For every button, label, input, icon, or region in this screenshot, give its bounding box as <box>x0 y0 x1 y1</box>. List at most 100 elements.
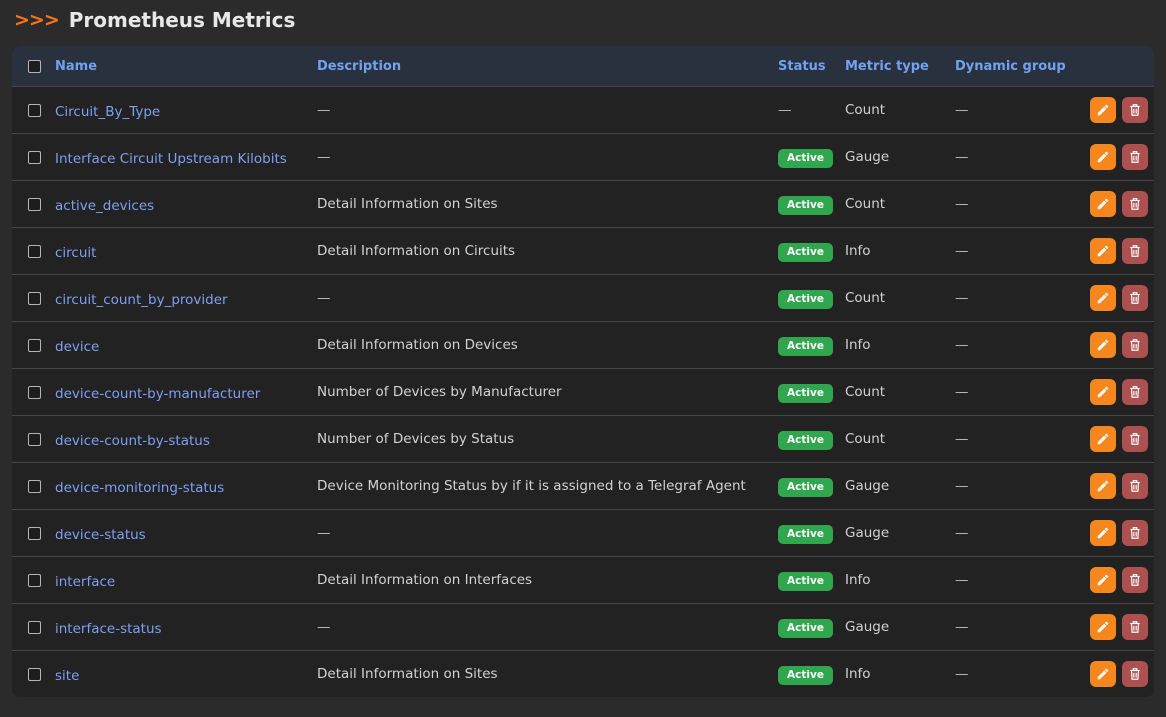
row-checkbox[interactable] <box>28 339 41 352</box>
trash-icon <box>1128 620 1142 634</box>
row-checkbox[interactable] <box>28 151 41 164</box>
edit-button[interactable] <box>1090 426 1116 452</box>
metric-name-link[interactable]: Interface Circuit Upstream Kilobits <box>55 151 287 167</box>
edit-button[interactable] <box>1090 614 1116 640</box>
status-badge: Active <box>778 572 833 591</box>
delete-button[interactable] <box>1122 379 1148 405</box>
row-checkbox[interactable] <box>28 292 41 305</box>
metric-name-link[interactable]: device-monitoring-status <box>55 480 224 496</box>
edit-button[interactable] <box>1090 332 1116 358</box>
trash-icon <box>1128 103 1142 117</box>
metric-description: Number of Devices by Status <box>317 431 778 447</box>
trash-icon <box>1128 526 1142 540</box>
table-row: device-status—ActiveGauge— <box>12 509 1154 556</box>
dynamic-group: — <box>955 619 1090 635</box>
metric-name-link[interactable]: device-count-by-manufacturer <box>55 386 260 402</box>
trash-icon <box>1128 244 1142 258</box>
metric-description: Detail Information on Devices <box>317 337 778 353</box>
metric-type: Info <box>845 243 955 259</box>
delete-button[interactable] <box>1122 285 1148 311</box>
row-checkbox[interactable] <box>28 104 41 117</box>
delete-button[interactable] <box>1122 567 1148 593</box>
delete-button[interactable] <box>1122 520 1148 546</box>
status-badge: Active <box>778 431 833 450</box>
delete-button[interactable] <box>1122 144 1148 170</box>
table-row: Interface Circuit Upstream Kilobits — Acti… <box>12 133 1154 180</box>
edit-button[interactable] <box>1090 285 1116 311</box>
metric-name-link[interactable]: interface <box>55 574 115 590</box>
dynamic-group: — <box>955 666 1090 682</box>
edit-button[interactable] <box>1090 191 1116 217</box>
metric-description: — <box>317 290 778 306</box>
metric-name-link[interactable]: site <box>55 668 79 684</box>
row-checkbox[interactable] <box>28 386 41 399</box>
metric-description: Detail Information on Sites <box>317 666 778 682</box>
metric-name-link[interactable]: device-count-by-status <box>55 433 210 449</box>
select-all-checkbox[interactable] <box>28 60 41 73</box>
edit-button[interactable] <box>1090 567 1116 593</box>
metric-type: Count <box>845 102 955 118</box>
status-badge: Active <box>778 478 833 497</box>
column-header-dynamic-group: Dynamic group <box>955 59 1090 74</box>
row-checkbox[interactable] <box>28 198 41 211</box>
status-badge: Active <box>778 666 833 685</box>
table-row: circuit_count_by_provider—ActiveCount— <box>12 274 1154 321</box>
metric-type: Gauge <box>845 525 955 541</box>
metric-name-link[interactable]: circuit <box>55 245 96 261</box>
edit-button[interactable] <box>1090 379 1116 405</box>
trash-icon <box>1128 573 1142 587</box>
metric-type: Count <box>845 384 955 400</box>
metric-description: Number of Devices by Manufacturer <box>317 384 778 400</box>
metric-name-link[interactable]: circuit_count_by_provider <box>55 292 228 308</box>
table-row: active_devicesDetail Information on Site… <box>12 180 1154 227</box>
delete-button[interactable] <box>1122 332 1148 358</box>
row-checkbox[interactable] <box>28 668 41 681</box>
delete-button[interactable] <box>1122 238 1148 264</box>
delete-button[interactable] <box>1122 661 1148 687</box>
page-header: >>> Prometheus Metrics <box>0 0 1166 38</box>
dynamic-group: — <box>955 102 1090 118</box>
pencil-icon <box>1096 526 1110 540</box>
delete-button[interactable] <box>1122 426 1148 452</box>
metric-type: Count <box>845 431 955 447</box>
delete-button[interactable] <box>1122 614 1148 640</box>
metric-name-link[interactable]: interface-status <box>55 621 162 637</box>
metric-description: — <box>317 525 778 541</box>
delete-button[interactable] <box>1122 97 1148 123</box>
dynamic-group: — <box>955 431 1090 447</box>
edit-button[interactable] <box>1090 144 1116 170</box>
metric-description: — <box>317 619 778 635</box>
pencil-icon <box>1096 432 1110 446</box>
status-badge: Active <box>778 149 833 168</box>
row-checkbox[interactable] <box>28 621 41 634</box>
row-checkbox[interactable] <box>28 574 41 587</box>
trash-icon <box>1128 667 1142 681</box>
metric-type: Gauge <box>845 149 955 165</box>
delete-button[interactable] <box>1122 473 1148 499</box>
edit-button[interactable] <box>1090 473 1116 499</box>
trash-icon <box>1128 385 1142 399</box>
status-badge: Active <box>778 337 833 356</box>
dynamic-group: — <box>955 384 1090 400</box>
edit-button[interactable] <box>1090 238 1116 264</box>
column-header-metric-type: Metric type <box>845 59 955 74</box>
pencil-icon <box>1096 385 1110 399</box>
edit-button[interactable] <box>1090 661 1116 687</box>
row-checkbox[interactable] <box>28 527 41 540</box>
metric-name-link[interactable]: active_devices <box>55 198 154 214</box>
metric-description: Detail Information on Circuits <box>317 243 778 259</box>
table-body: Circuit_By_Type——Count—Interface Circuit… <box>12 86 1154 697</box>
page-title: Prometheus Metrics <box>69 8 296 32</box>
row-checkbox[interactable] <box>28 480 41 493</box>
delete-button[interactable] <box>1122 191 1148 217</box>
dynamic-group: — <box>955 525 1090 541</box>
metric-name-link[interactable]: device <box>55 339 99 355</box>
row-checkbox[interactable] <box>28 433 41 446</box>
edit-button[interactable] <box>1090 97 1116 123</box>
metric-type: Gauge <box>845 478 955 494</box>
row-checkbox[interactable] <box>28 245 41 258</box>
edit-button[interactable] <box>1090 520 1116 546</box>
dynamic-group: — <box>955 149 1090 165</box>
metric-name-link[interactable]: device-status <box>55 527 146 543</box>
metric-name-link[interactable]: Circuit_By_Type <box>55 104 160 120</box>
